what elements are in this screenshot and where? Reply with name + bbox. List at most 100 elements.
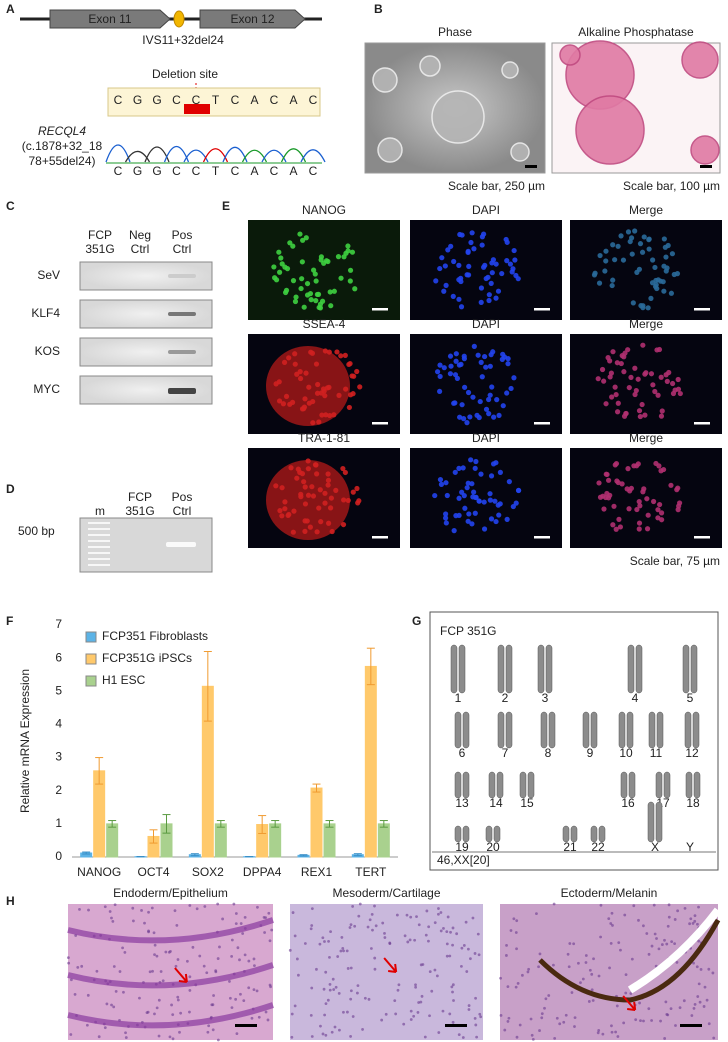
nucleus [650, 382, 656, 388]
nucleus [664, 378, 670, 384]
cell [696, 995, 700, 998]
nucleus [341, 497, 347, 503]
colony [690, 135, 720, 165]
scale-label: Scale bar, 250 µm [448, 179, 545, 193]
ladder-band [88, 558, 110, 560]
nucleus [610, 242, 616, 248]
cell [112, 1005, 116, 1009]
channel-title: DAPI [472, 203, 500, 217]
cell [515, 919, 519, 923]
nucleus [302, 518, 308, 524]
cell [655, 937, 658, 940]
nucleus [500, 351, 506, 357]
panel-label: H [6, 894, 15, 908]
nucleus [464, 485, 470, 491]
cell [616, 1035, 620, 1038]
nucleus [458, 304, 465, 310]
cell [121, 946, 124, 950]
cell [250, 1016, 254, 1020]
nucleus [479, 242, 485, 248]
nucleus [314, 390, 321, 396]
cell [707, 967, 711, 971]
cell [310, 1035, 314, 1038]
nucleus [607, 358, 613, 364]
nucleus [305, 458, 311, 464]
cell [466, 947, 470, 951]
nucleus [309, 484, 315, 490]
cell [451, 983, 455, 987]
scale-bar [534, 422, 550, 425]
nucleus [658, 278, 664, 284]
y-tick-label: 7 [55, 617, 62, 631]
nucleus [292, 351, 298, 357]
cell [363, 996, 367, 1000]
nucleus [615, 479, 621, 486]
cell [451, 926, 455, 930]
nucleus [669, 251, 676, 257]
nucleus [340, 521, 347, 528]
nucleus [273, 277, 280, 283]
nucleus [336, 392, 342, 398]
nucleus [452, 400, 458, 406]
cell [537, 965, 540, 969]
nucleus [342, 352, 348, 358]
nucleus [322, 490, 328, 496]
cell [592, 957, 595, 961]
nucleus [441, 288, 447, 294]
chromosome [537, 644, 545, 694]
chromosome-label: 12 [685, 746, 699, 760]
chromosome [648, 711, 656, 749]
cell [393, 999, 397, 1002]
bar [106, 823, 119, 858]
image-title: Phase [438, 25, 472, 39]
chromosome-label: 19 [455, 840, 469, 854]
cell [85, 1023, 89, 1027]
nucleus [297, 231, 303, 237]
nucleus [297, 469, 303, 475]
cell [703, 985, 707, 989]
nucleus [663, 254, 669, 260]
trace-peak [300, 149, 326, 163]
chromosome [628, 771, 636, 799]
nucleus [642, 412, 648, 418]
cell [164, 950, 168, 954]
nucleus [495, 288, 502, 294]
nucleus [352, 286, 358, 292]
cell [693, 1002, 697, 1006]
lane-label: Ctrl [173, 242, 192, 256]
scale-bar [700, 165, 712, 168]
nucleus [495, 502, 501, 508]
scale-bar [525, 165, 537, 168]
nucleus [476, 498, 482, 504]
sequence-base: C [114, 93, 123, 107]
cell [188, 904, 192, 907]
cell [147, 910, 150, 914]
fluorescence-image [570, 220, 722, 320]
chromosome-label: 22 [591, 840, 605, 854]
nucleus [509, 269, 515, 275]
chromosome-label: 1 [455, 691, 462, 705]
histology-title: Mesoderm/Cartilage [332, 886, 440, 900]
x-tick-label: DPPA4 [243, 865, 282, 879]
cell [711, 971, 715, 975]
sequence-box [107, 87, 321, 117]
nucleus [325, 258, 331, 265]
colony [510, 142, 530, 162]
cell [148, 970, 152, 974]
chromosome [618, 711, 626, 749]
chromosome-label: X [651, 840, 659, 854]
nucleus [655, 507, 661, 513]
nucleus [610, 277, 616, 283]
nucleus [457, 231, 463, 238]
cell [695, 965, 699, 969]
nucleus [515, 487, 522, 493]
cell [303, 942, 307, 945]
chromosome [548, 711, 556, 749]
lane-label: Neg [129, 228, 151, 242]
nucleus [302, 501, 309, 507]
nucleus [493, 460, 499, 466]
nucleus [511, 375, 517, 381]
cell [531, 1037, 535, 1041]
scale-label: Scale bar, 75 µm [630, 554, 720, 568]
